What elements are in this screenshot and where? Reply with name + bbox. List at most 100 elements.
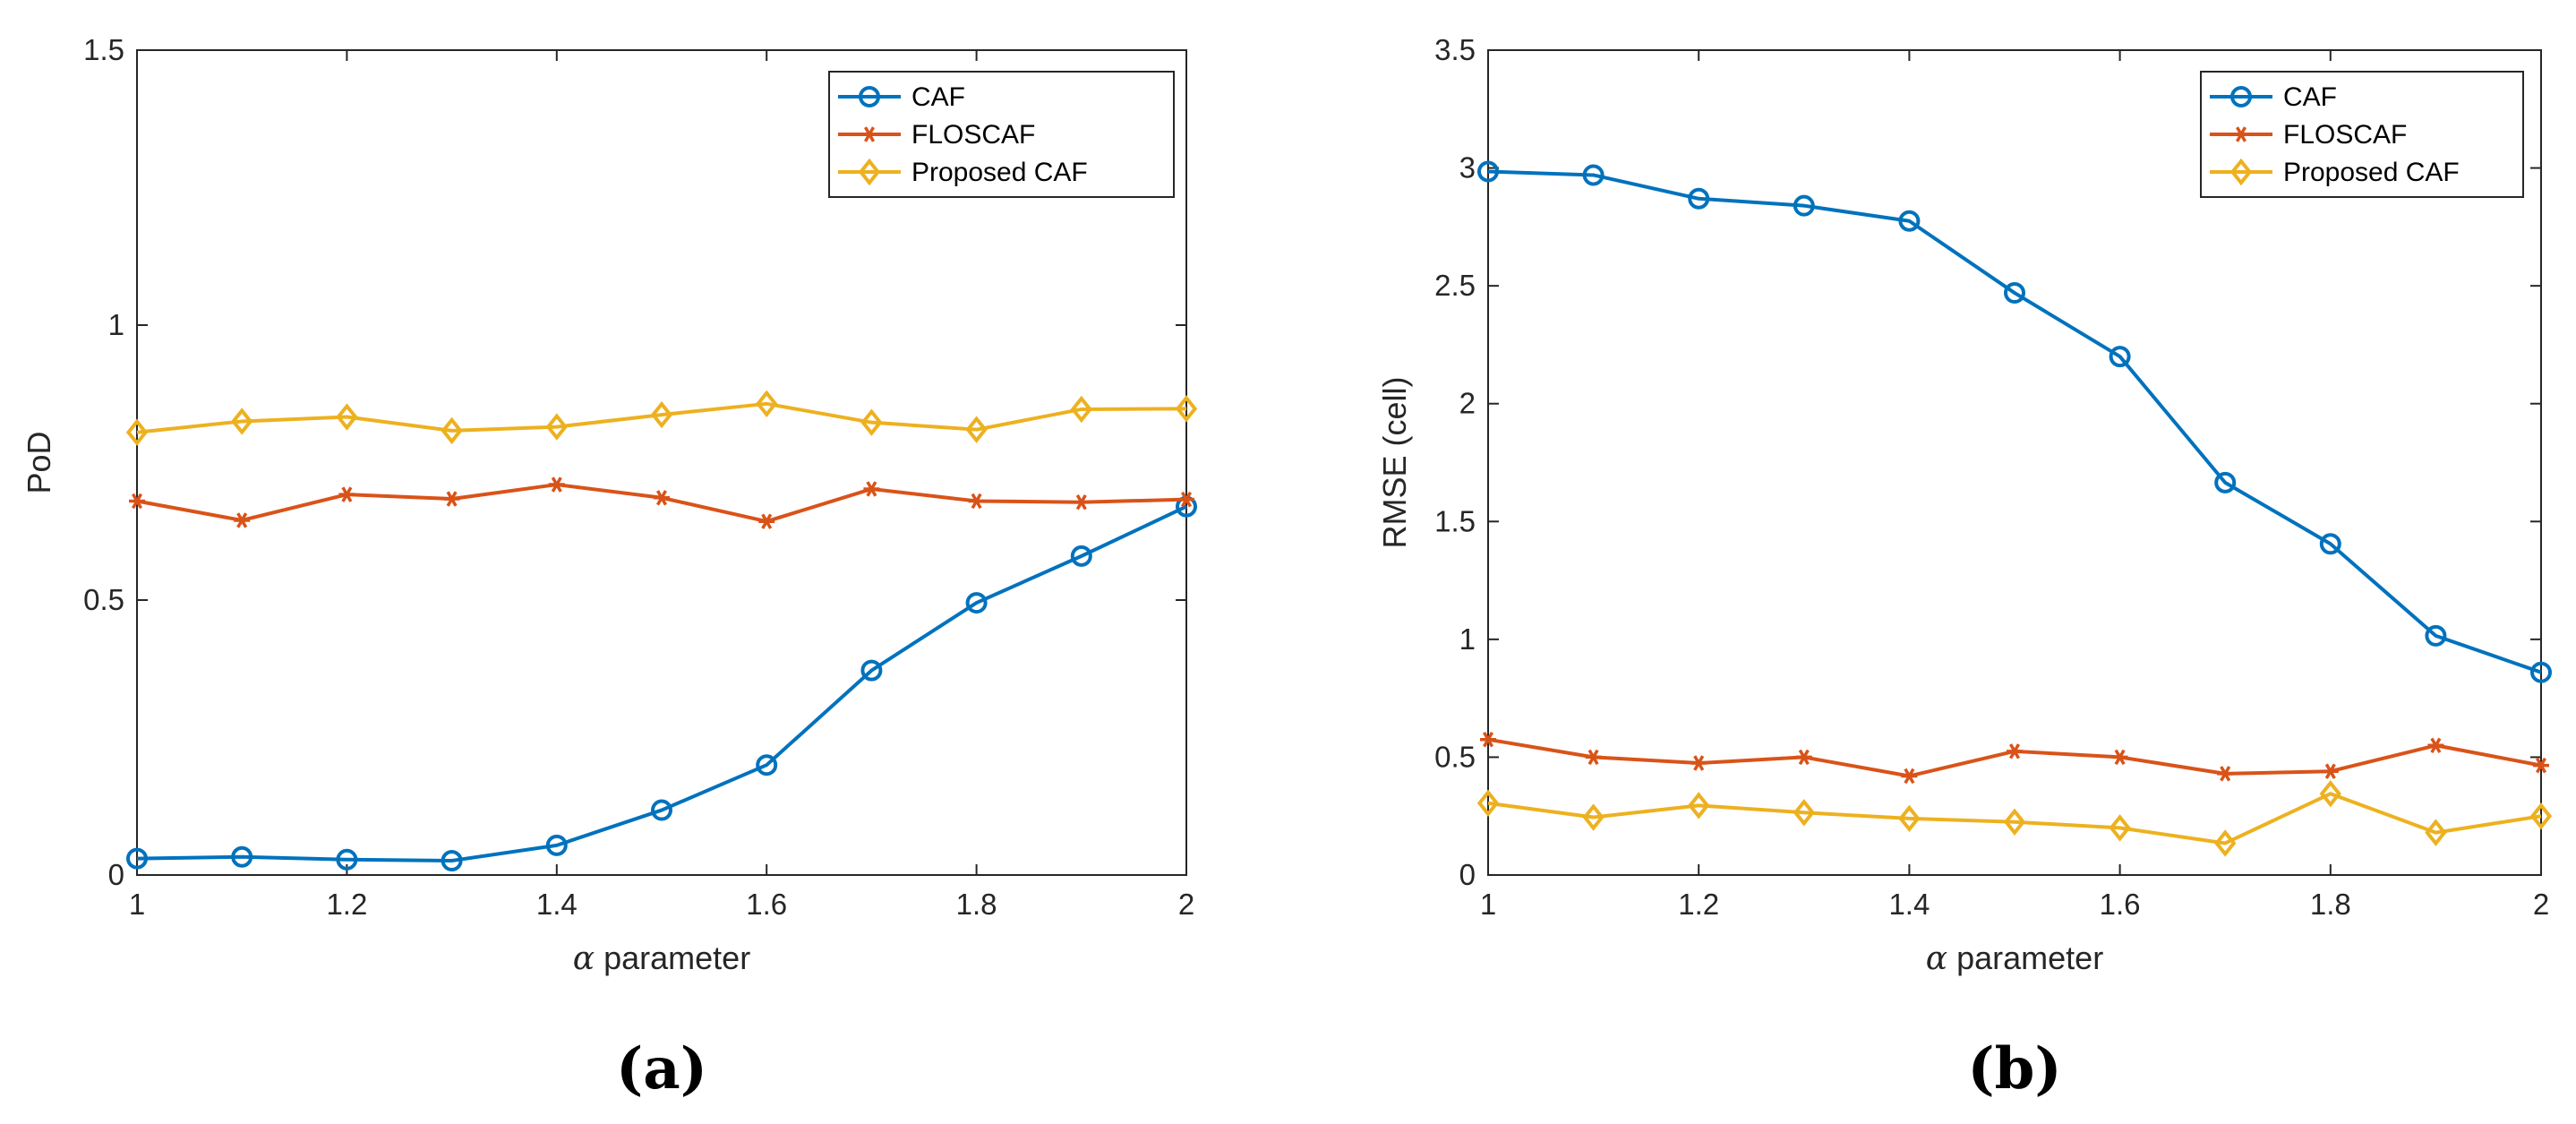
series-line	[136, 401, 1187, 434]
x-axis-label-symbol: α	[573, 940, 595, 977]
marker-asterisk-8	[2322, 763, 2339, 779]
marker-asterisk-10	[1178, 491, 1194, 508]
marker-asterisk-4	[548, 476, 565, 493]
marker-circle-5	[2004, 282, 2025, 305]
x-tick-label: 1.2	[326, 888, 367, 921]
series-proposed-caf	[1476, 780, 2553, 857]
panel-label: (a)	[616, 1035, 707, 1103]
x-tick-label: 1.6	[746, 888, 787, 921]
marker-diamond-6	[2109, 814, 2131, 842]
marker-circle-8	[2319, 533, 2341, 555]
asterisk-stroke-2	[2535, 757, 2547, 774]
asterisk-stroke-2	[2430, 737, 2442, 753]
asterisk-stroke-2	[1075, 494, 1087, 511]
asterisk-stroke-2	[1482, 731, 1494, 748]
asterisk-stroke-2	[1904, 768, 1915, 785]
panel-label: (b)	[1967, 1035, 2061, 1103]
marker-asterisk-1	[234, 512, 251, 528]
marker-diamond-10	[2529, 802, 2553, 830]
asterisk-stroke-2	[1798, 749, 1810, 766]
marker-diamond-7	[860, 408, 883, 436]
marker-asterisk-5	[2007, 743, 2023, 759]
y-tick-label: 0	[108, 858, 124, 891]
panel-a: 1 1.2 1.4 1.6 1.8 2 0 0.5 1 1.5 α parameter PoD CAF F…	[21, 33, 1198, 1103]
marker-asterisk-9	[1073, 494, 1090, 511]
marker-circle-7	[2214, 471, 2237, 493]
x-tick-label: 1.8	[2310, 888, 2351, 921]
marker-diamond-5	[2003, 808, 2026, 836]
marker-circle-1	[231, 845, 253, 868]
marker-diamond-3	[1793, 799, 1815, 827]
marker-circle-6	[756, 754, 778, 777]
marker-circle-8	[965, 592, 988, 614]
marker-diamond-2	[336, 403, 358, 431]
marker-asterisk-legend	[861, 126, 877, 142]
asterisk-stroke-2	[761, 513, 773, 529]
marker-diamond-8	[965, 416, 988, 443]
marker-circle-legend	[859, 86, 880, 107]
asterisk-stroke-2	[551, 476, 562, 493]
marker-circle-6	[2109, 346, 2131, 368]
asterisk-stroke-2	[655, 490, 668, 506]
legend-label: FLOSCAF	[911, 120, 1035, 150]
marker-asterisk-7	[863, 481, 880, 497]
y-axis-label: RMSE (cell)	[1376, 376, 1413, 548]
x-axis-label-text: parameter	[1947, 940, 2103, 976]
series-line	[1487, 169, 2542, 674]
legend-label: Proposed CAF	[2283, 158, 2460, 187]
y-tick-label: 1.5	[1434, 504, 1476, 537]
panel-b: 1 1.2 1.4 1.6 1.8 2 0 0.5 1 1.5 2 2.5 3 3.5 α paramete…	[1376, 33, 2553, 1103]
marker-diamond-legend	[858, 158, 881, 186]
asterisk-stroke-2	[971, 493, 982, 510]
asterisk-stroke-2	[236, 512, 248, 528]
x-axis-label: α parameter	[573, 940, 750, 977]
marker-circle-2	[1688, 187, 1710, 210]
legend: CAF FLOSCAF Proposed CAF	[2200, 71, 2524, 198]
x-tick-label: 1	[1480, 888, 1496, 921]
asterisk-stroke-2	[863, 126, 876, 142]
y-tick-label: 1.5	[83, 33, 124, 66]
y-tick-label: 2	[1459, 387, 1476, 420]
legend-item-floscaf: FLOSCAF	[838, 120, 1035, 150]
marker-circle-5	[651, 799, 672, 821]
y-tick-label: 1	[1459, 622, 1476, 656]
marker-diamond-9	[2425, 819, 2447, 846]
asterisk-stroke-2	[866, 481, 877, 497]
marker-diamond-2	[1688, 792, 1710, 819]
marker-diamond-8	[2319, 780, 2341, 808]
x-tick-label: 1.6	[2100, 888, 2141, 921]
marker-asterisk-0	[129, 493, 145, 510]
marker-diamond-1	[1582, 803, 1605, 831]
marker-circle-legend	[2230, 86, 2252, 107]
marker-asterisk-legend	[2233, 126, 2249, 142]
series-floscaf	[1480, 731, 2549, 785]
marker-asterisk-9	[2427, 737, 2444, 753]
marker-asterisk-4	[1901, 768, 1918, 785]
legend-label: Proposed CAF	[911, 158, 1088, 187]
marker-diamond-4	[545, 413, 568, 441]
asterisk-stroke-2	[1693, 755, 1705, 771]
legend-label: FLOSCAF	[2283, 120, 2407, 150]
marker-diamond-10	[1175, 395, 1198, 423]
marker-circle-7	[860, 659, 883, 682]
marker-asterisk-10	[2533, 757, 2549, 774]
asterisk-stroke-2	[446, 491, 458, 507]
y-tick-label: 0	[1459, 858, 1476, 891]
marker-circle-0	[1477, 160, 1499, 183]
marker-circle-9	[1070, 545, 1092, 567]
marker-diamond-0	[125, 418, 149, 446]
legend-item-caf: CAF	[838, 82, 965, 112]
marker-asterisk-2	[1690, 755, 1707, 771]
marker-diamond-7	[2214, 829, 2237, 857]
series-floscaf	[129, 476, 1194, 529]
marker-asterisk-6	[2111, 749, 2128, 766]
series-line	[136, 504, 1187, 863]
marker-asterisk-3	[1795, 749, 1812, 766]
x-tick-label: 1	[129, 888, 145, 921]
marker-circle-4	[1898, 210, 1921, 232]
y-tick-label: 3.5	[1434, 33, 1476, 66]
legend-item-caf: CAF	[2210, 82, 2337, 112]
asterisk-stroke-2	[2008, 743, 2021, 759]
legend: CAF FLOSCAF Proposed CAF	[828, 71, 1175, 198]
marker-diamond-5	[650, 400, 673, 429]
